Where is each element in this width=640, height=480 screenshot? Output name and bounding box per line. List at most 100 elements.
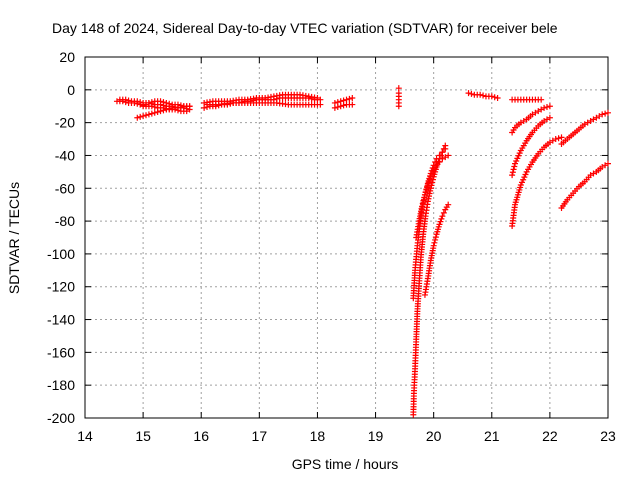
data-series	[422, 204, 450, 296]
data-point	[439, 213, 446, 220]
x-tick-label: 17	[252, 428, 268, 444]
y-tick-label: 0	[67, 82, 75, 98]
data-point	[526, 96, 533, 103]
data-point	[535, 122, 542, 129]
data-series	[509, 135, 562, 227]
chart-title: Day 148 of 2024, Sidereal Day-to-day VTE…	[52, 20, 558, 36]
data-point	[412, 267, 419, 274]
data-point	[517, 119, 524, 126]
data-point	[430, 167, 437, 174]
data-point	[432, 236, 439, 243]
data-series	[206, 99, 321, 108]
y-tick-label: -180	[47, 377, 75, 393]
data-point	[424, 181, 431, 188]
data-point	[529, 129, 536, 136]
data-point	[337, 103, 344, 110]
data-point	[416, 218, 423, 225]
data-point	[424, 275, 431, 282]
data-point	[425, 179, 432, 186]
data-point	[227, 99, 234, 106]
data-point	[558, 134, 565, 141]
data-point	[602, 110, 609, 117]
data-point	[140, 103, 147, 110]
x-axis-label: GPS time / hours	[291, 456, 399, 472]
data-point	[424, 198, 431, 205]
data-point	[581, 178, 588, 185]
data-point	[421, 194, 428, 201]
data-point	[482, 93, 489, 100]
data-point	[331, 104, 338, 111]
data-point	[427, 173, 434, 180]
data-point	[593, 114, 600, 121]
data-point	[238, 99, 245, 106]
data-point	[541, 104, 548, 111]
data-point	[491, 94, 498, 101]
data-point	[413, 234, 420, 241]
data-point	[523, 168, 530, 175]
data-point	[599, 163, 606, 170]
data-point	[439, 149, 446, 156]
x-tick-label: 14	[77, 428, 93, 444]
x-tick-label: 20	[426, 428, 442, 444]
y-tick-label: -140	[47, 312, 75, 328]
data-point	[422, 213, 429, 220]
data-point	[308, 101, 315, 108]
data-point	[516, 150, 523, 157]
data-point	[605, 160, 611, 167]
data-point	[570, 190, 577, 197]
data-point	[134, 98, 141, 105]
plot-frame	[84, 56, 609, 419]
data-point	[250, 99, 257, 106]
data-point	[480, 92, 487, 99]
data-point	[432, 234, 439, 241]
data-point	[134, 114, 141, 121]
data-point	[558, 204, 565, 211]
data-point	[163, 106, 170, 113]
x-tick-label: 16	[193, 428, 209, 444]
data-point	[148, 110, 155, 117]
data-point	[532, 96, 539, 103]
y-tick-label: -20	[55, 115, 75, 131]
data-point	[587, 117, 594, 124]
data-point	[285, 101, 292, 108]
data-point	[157, 98, 164, 105]
data-point	[599, 111, 606, 118]
data-point	[410, 295, 417, 302]
y-tick-label: -120	[47, 279, 75, 295]
data-point	[575, 183, 582, 190]
data-point	[412, 365, 419, 372]
data-point	[426, 176, 433, 183]
y-tick-label: -40	[55, 147, 75, 163]
data-point	[125, 97, 132, 104]
data-point	[541, 144, 548, 151]
data-point	[523, 116, 530, 123]
x-tick-label: 21	[484, 428, 500, 444]
data-point	[575, 126, 582, 133]
data-point	[535, 108, 542, 115]
x-tick-label: 22	[542, 428, 558, 444]
data-point	[421, 291, 428, 298]
y-tick-label: -160	[47, 344, 75, 360]
data-point	[279, 91, 286, 98]
data-point	[587, 172, 594, 179]
data-point	[160, 107, 167, 114]
data-point	[535, 150, 542, 157]
data-point	[442, 145, 449, 152]
data-point	[509, 223, 516, 230]
data-point	[543, 104, 550, 111]
data-point	[521, 174, 528, 181]
data-point	[349, 101, 356, 108]
data-point	[471, 91, 478, 98]
data-point	[512, 160, 519, 167]
data-point	[433, 162, 440, 169]
data-point	[317, 101, 324, 108]
data-point	[445, 152, 452, 159]
data-point	[177, 102, 184, 109]
data-point	[430, 242, 437, 249]
x-tick-label: 23	[600, 428, 616, 444]
data-point	[137, 113, 144, 120]
data-point	[555, 135, 562, 142]
data-point	[465, 90, 472, 97]
data-point	[427, 257, 434, 264]
